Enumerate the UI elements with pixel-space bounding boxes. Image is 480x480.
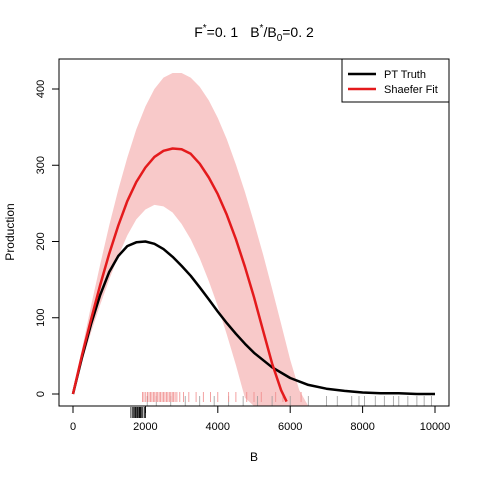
y-tick-label-0: 0	[35, 391, 47, 397]
x-tick-label-5: 10000	[420, 421, 451, 433]
chart-title: F*=0. 1 B*/B0=0. 2	[194, 23, 314, 44]
confidence-band	[73, 73, 309, 406]
title-f-sup: *	[203, 23, 207, 34]
x-tick-label-1: 2000	[133, 421, 157, 433]
series-layer	[71, 147, 435, 403]
rug-layer	[130, 392, 432, 418]
title-b-sub: 0	[277, 33, 283, 44]
title-b: B	[250, 24, 259, 40]
x-tick-label-0: 0	[70, 421, 76, 433]
legend-box	[341, 58, 450, 103]
series-line-1	[71, 147, 288, 403]
y-axis-label: Production	[3, 203, 17, 260]
y-axis: 0 100 200 300 400	[35, 80, 60, 397]
legend-label-0: PT Truth	[384, 69, 426, 81]
y-tick-label-1: 100	[35, 309, 47, 327]
title-f: F	[194, 24, 203, 40]
legend: PT Truth Shaefer Fit	[341, 58, 450, 103]
title-b-mid: /B	[263, 24, 276, 40]
y-tick-label-4: 400	[35, 80, 47, 98]
y-tick-label-2: 200	[35, 232, 47, 250]
series-line-0	[71, 240, 435, 396]
x-axis: 0 2000 4000 6000 8000 10000	[70, 405, 451, 433]
y-tick-label-3: 300	[35, 156, 47, 174]
title-b-value: =0. 2	[282, 24, 314, 40]
x-axis-label: B	[250, 450, 258, 464]
confidence-band-layer	[73, 73, 309, 406]
x-tick-label-3: 6000	[278, 421, 302, 433]
legend-label-1: Shaefer Fit	[384, 84, 438, 96]
title-b-sup: *	[260, 23, 264, 34]
x-tick-label-2: 4000	[206, 421, 230, 433]
title-f-value: =0. 1	[207, 24, 239, 40]
x-tick-label-4: 8000	[350, 421, 374, 433]
